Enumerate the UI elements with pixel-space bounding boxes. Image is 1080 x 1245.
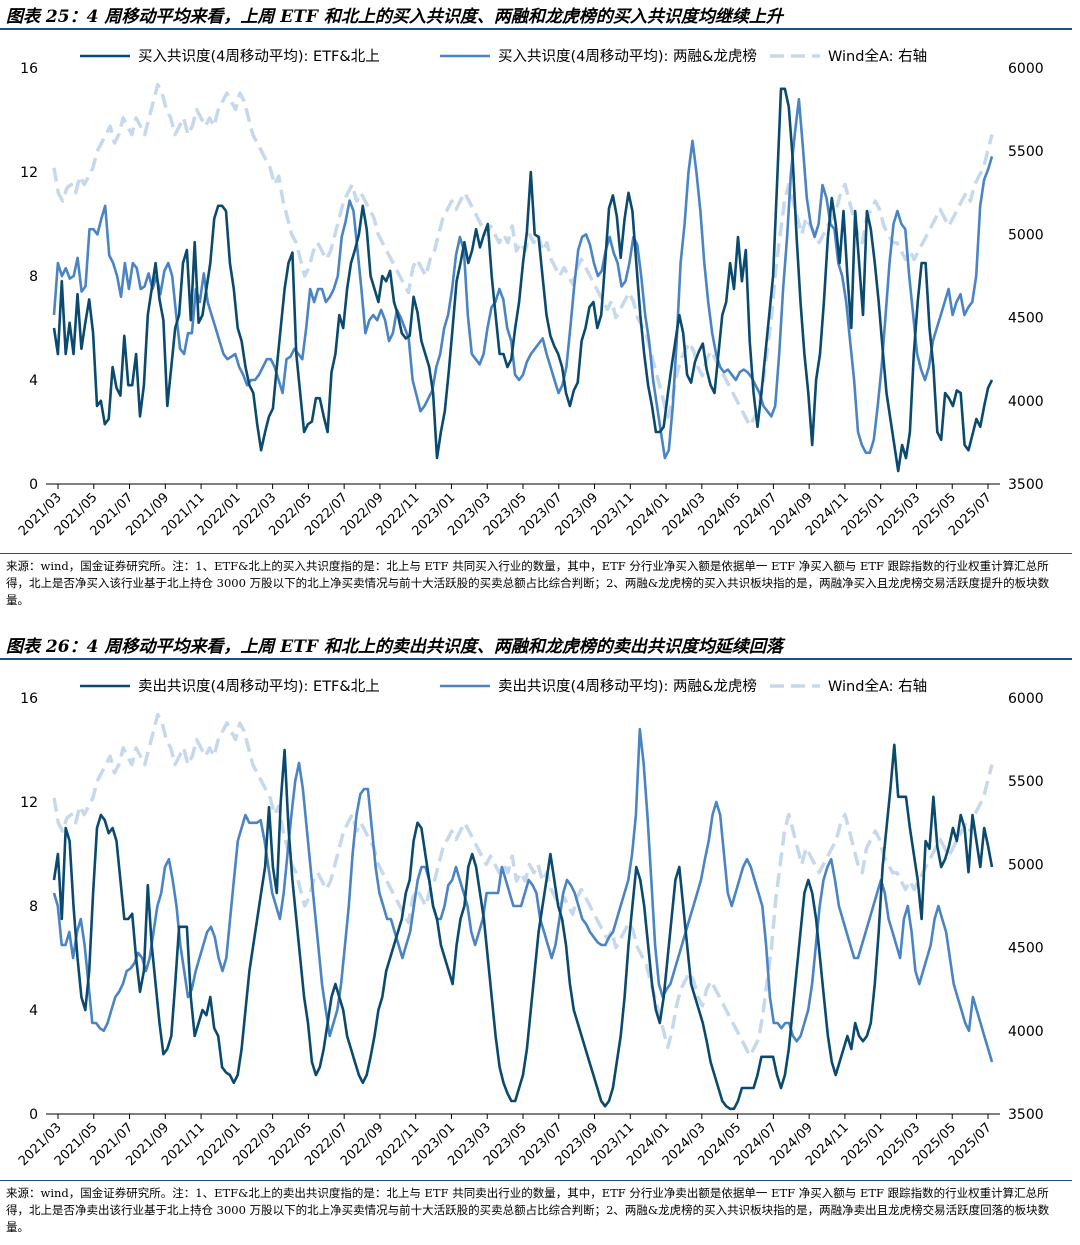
figure-1-note-rule bbox=[0, 553, 1072, 554]
figure-2-note: 来源：wind，国金证券研究所。注：1、ETF&北上的卖出共识度指的是：北上与 … bbox=[6, 1186, 1050, 1234]
legend-label-1: 买入共识度(4周移动平均): ETF&北上 bbox=[138, 48, 380, 65]
series-line-3 bbox=[52, 82, 994, 428]
figure-1-note: 来源：wind，国金证券研究所。注：1、ETF&北上的买入共识度指的是：北上与 … bbox=[6, 559, 1050, 607]
series-line-1 bbox=[52, 87, 994, 473]
y-right-tick-label: 4500 bbox=[1008, 311, 1044, 327]
figure-1-title: 图表 25：4 周移动平均来看，上周 ETF 和北上的买入共识度、两融和龙虎榜的… bbox=[6, 7, 783, 27]
legend-label-2: 买入共识度(4周移动平均): 两融&龙虎榜 bbox=[498, 48, 757, 65]
y-right-tick-label: 4000 bbox=[1008, 394, 1044, 410]
figure-2-title: 图表 26：4 周移动平均来看，上周 ETF 和北上的卖出共识度、两融和龙虎榜的… bbox=[6, 637, 783, 657]
legend-label-2: 卖出共识度(4周移动平均): 两融&龙虎榜 bbox=[498, 678, 757, 695]
y-left-tick-label: 12 bbox=[20, 795, 38, 811]
y-left-tick-label: 4 bbox=[29, 1003, 38, 1019]
y-right-tick-label: 5000 bbox=[1008, 857, 1044, 873]
y-left-tick-label: 0 bbox=[29, 477, 38, 493]
y-left-tick-label: 0 bbox=[29, 1107, 38, 1123]
y-right-tick-label: 6000 bbox=[1008, 61, 1044, 77]
figure-1-title-rule bbox=[0, 28, 1072, 30]
series-line-2 bbox=[52, 727, 994, 1063]
figure-2-title-rule bbox=[0, 658, 1072, 660]
y-left-tick-label: 8 bbox=[29, 899, 38, 915]
legend-label-3: Wind全A: 右轴 bbox=[828, 47, 927, 65]
series-line-1 bbox=[52, 743, 994, 1111]
series-line-3 bbox=[52, 712, 994, 1058]
legend-label-3: Wind全A: 右轴 bbox=[828, 677, 927, 695]
y-right-tick-label: 3500 bbox=[1008, 1107, 1044, 1123]
figure-2-chart: 04812163500400045005000550060002021/0320… bbox=[16, 677, 1044, 1169]
y-left-tick-label: 16 bbox=[20, 691, 38, 707]
y-left-tick-label: 8 bbox=[29, 269, 38, 285]
legend-label-1: 卖出共识度(4周移动平均): ETF&北上 bbox=[138, 678, 380, 695]
y-right-tick-label: 3500 bbox=[1008, 477, 1044, 493]
figure-2-note-rule bbox=[0, 1180, 1072, 1181]
y-right-tick-label: 5000 bbox=[1008, 227, 1044, 243]
y-left-tick-label: 12 bbox=[20, 165, 38, 181]
y-right-tick-label: 4000 bbox=[1008, 1024, 1044, 1040]
y-right-tick-label: 4500 bbox=[1008, 941, 1044, 957]
y-left-tick-label: 4 bbox=[29, 373, 38, 389]
series-line-2 bbox=[52, 97, 994, 460]
y-right-tick-label: 6000 bbox=[1008, 691, 1044, 707]
figure-1-chart: 04812163500400045005000550060002021/0320… bbox=[16, 47, 1044, 539]
y-left-tick-label: 16 bbox=[20, 61, 38, 77]
y-right-tick-label: 5500 bbox=[1008, 144, 1044, 160]
y-right-tick-label: 5500 bbox=[1008, 774, 1044, 790]
